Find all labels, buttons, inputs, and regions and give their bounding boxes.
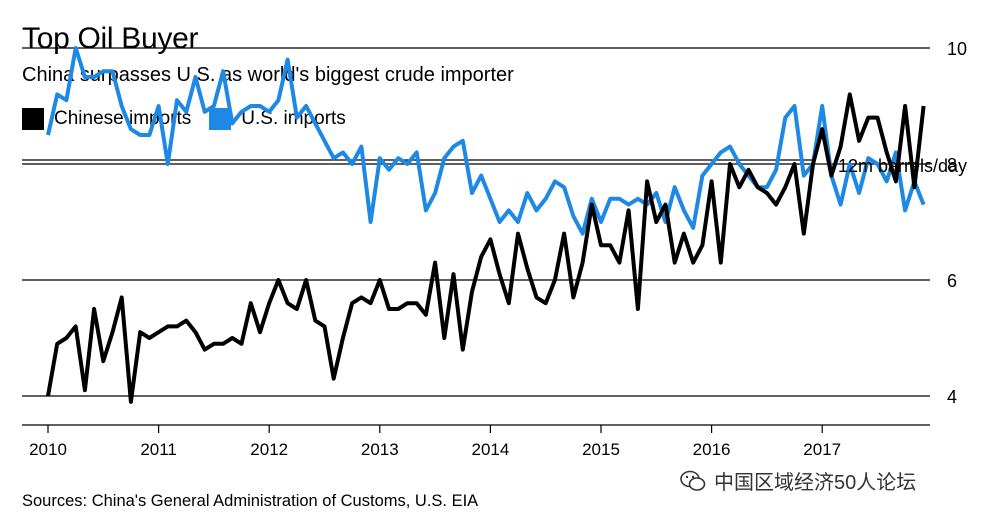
axis-ticks: 2010 2011 2012 2013 2014 2015 2016 2017 [29,425,841,459]
x-tick-label: 2016 [693,440,731,459]
source-note: Sources: China's General Administration … [22,492,479,510]
x-tick-label: 2013 [361,440,399,459]
chart-title: Top Oil Buyer [22,22,199,55]
y-tick-label: 4 [947,387,957,407]
x-tick-label: 2010 [29,440,67,459]
chart-subtitle: China surpasses U.S. as world's biggest … [22,64,514,86]
legend-swatch-china [22,108,44,130]
legend-swatch-us [209,108,232,130]
x-tick-label: 2015 [582,440,620,459]
x-tick-label: 2012 [250,440,288,459]
y-tick-label: 6 [947,271,957,291]
y-tick-label: 10 [947,39,967,59]
legend-item-us: U.S. imports [209,108,346,130]
gridlines: 4 6 8 10 [22,39,967,426]
x-tick-label: 2011 [140,440,177,459]
watermark: 中国区域经济50人论坛 [680,466,916,495]
x-tick-label: 2014 [471,440,509,459]
watermark-text: 中国区域经济50人论坛 [714,472,917,494]
series-line-us-imports [46,46,926,236]
legend: Chinese imports U.S. imports [22,108,364,130]
legend-label-us: U.S. imports [241,108,346,129]
wechat-icon [680,470,706,491]
series-lines [46,46,926,404]
y-tick-label: 8 [947,155,957,175]
y-axis-label: 12m barrels/day [838,156,967,176]
series-line-chinese-imports [46,92,926,404]
x-tick-label: 2017 [803,440,841,459]
